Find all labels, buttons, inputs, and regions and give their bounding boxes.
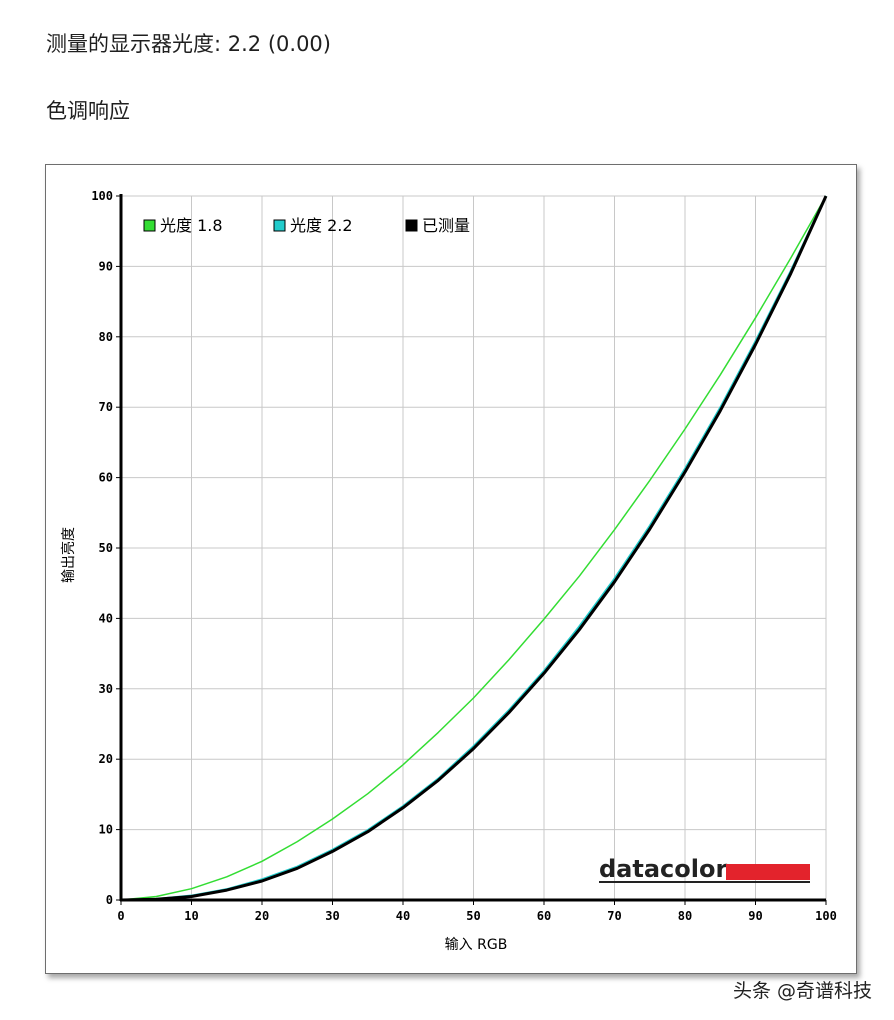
x-tick-label: 90: [748, 909, 762, 923]
gamma-label: 测量的显示器光度:: [46, 32, 222, 56]
y-tick-label: 30: [99, 682, 113, 696]
chart-svg: 0 10 20 30 40 50 60 70 80 90 100 0 10 20 30 40 50 60 70 80 9…: [60, 189, 837, 953]
y-tick-label: 0: [106, 893, 113, 907]
watermark: 头条 @奇谱科技: [732, 980, 872, 1002]
legend-label: 光度 1.8: [160, 216, 223, 235]
legend-label: 光度 2.2: [290, 216, 353, 235]
tick-labels: 0 10 20 30 40 50 60 70 80 90 100 0 10 20 30 40 50 60 70 80 9…: [91, 189, 837, 923]
legend: 光度 1.8 光度 2.2 已测量: [143, 216, 470, 235]
gamma-value: 2.2 (0.00): [227, 32, 331, 56]
x-tick-label: 80: [678, 909, 692, 923]
x-tick-label: 100: [815, 909, 837, 923]
legend-label: 已测量: [422, 216, 470, 235]
y-tick-label: 80: [99, 330, 113, 344]
y-tick-label: 90: [99, 259, 113, 273]
series-line: [120, 195, 828, 902]
x-tick-label: 10: [184, 909, 198, 923]
series-lines: [120, 195, 828, 902]
legend-swatch: [143, 219, 156, 232]
logo-text: datacolor: [599, 855, 727, 883]
gamma-heading: 测量的显示器光度: 2.2 (0.00): [46, 28, 331, 58]
series-line: [120, 195, 827, 901]
datacolor-logo: datacolor: [599, 855, 810, 883]
y-tick-label: 20: [99, 752, 113, 766]
grid: [121, 195, 827, 900]
logo-bar: [726, 864, 810, 880]
x-tick-label: 30: [325, 909, 339, 923]
legend-swatch: [273, 219, 286, 232]
y-tick-label: 10: [99, 823, 113, 837]
legend-swatch: [405, 219, 418, 232]
y-tick-label: 60: [99, 471, 113, 485]
x-tick-label: 60: [537, 909, 551, 923]
x-tick-label: 0: [117, 909, 124, 923]
x-tick-label: 70: [607, 909, 621, 923]
x-tick-label: 20: [255, 909, 269, 923]
x-tick-label: 40: [396, 909, 410, 923]
x-axis-title: 输入 RGB: [445, 937, 508, 953]
axes: [116, 194, 827, 905]
y-tick-label: 70: [99, 400, 113, 414]
section-title: 色调响应: [46, 99, 130, 123]
y-axis-title: 输出亮度: [60, 527, 77, 583]
y-tick-label: 50: [99, 541, 113, 555]
y-tick-label: 40: [99, 611, 113, 625]
tone-response-chart: 0 10 20 30 40 50 60 70 80 90 100 0 10 20 30 40 50 60 70 80 9…: [45, 164, 857, 974]
logo-underline: [599, 881, 810, 883]
y-tick-label: 100: [91, 189, 113, 203]
x-tick-label: 50: [466, 909, 480, 923]
